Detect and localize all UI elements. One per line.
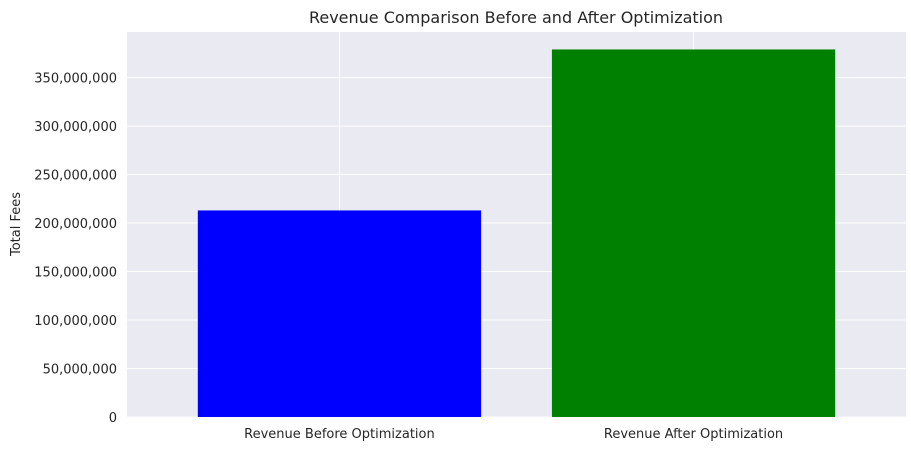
y-tick-label: 200,000,000 (34, 217, 117, 232)
y-tick-label: 250,000,000 (34, 169, 117, 184)
x-tick-label: Revenue Before Optimization (244, 427, 435, 442)
bars (197, 49, 836, 417)
x-axis-ticks: Revenue Before Optimization Revenue After… (244, 427, 783, 442)
chart-title: Revenue Comparison Before and After Opti… (309, 8, 723, 27)
bar-0 (197, 210, 482, 417)
bar-1 (551, 49, 836, 417)
y-tick-label: 0 (109, 411, 117, 426)
y-tick-label: 100,000,000 (34, 314, 117, 329)
y-tick-label: 150,000,000 (34, 266, 117, 281)
y-tick-label: 300,000,000 (34, 120, 117, 135)
y-tick-label: 350,000,000 (34, 72, 117, 87)
y-tick-label: 50,000,000 (43, 363, 117, 378)
y-axis-ticks: 0 50,000,000 100,000,000 150,000,000 200,000… (34, 72, 117, 426)
x-tick-label: Revenue After Optimization (604, 427, 783, 442)
y-axis-label: Total Fees (9, 192, 24, 257)
